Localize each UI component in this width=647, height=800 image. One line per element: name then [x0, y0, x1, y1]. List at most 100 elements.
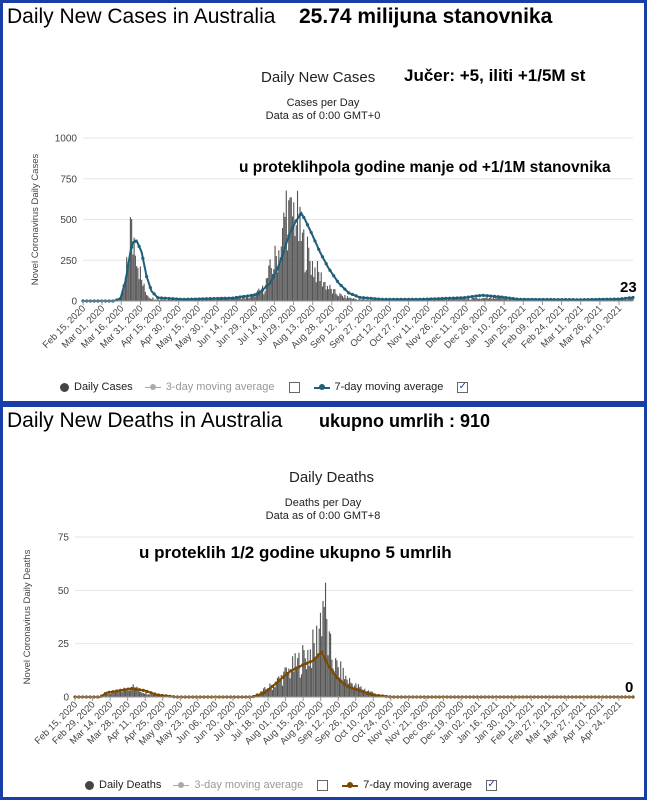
- daily-bar: [491, 298, 493, 301]
- legend-7day-avg[interactable]: 7-day moving average: [342, 779, 472, 791]
- daily-bar: [447, 298, 449, 301]
- moving-average-point: [212, 296, 216, 301]
- daily-bar: [474, 298, 476, 301]
- toggle-7day-checkbox[interactable]: ✓: [486, 779, 498, 791]
- daily-bar: [232, 298, 234, 301]
- moving-average-point: [571, 298, 575, 302]
- moving-average-point: [406, 297, 411, 301]
- daily-bar: [330, 633, 332, 697]
- daily-bar: [356, 687, 358, 697]
- daily-bar: [313, 643, 315, 697]
- daily-bar: [274, 687, 276, 697]
- daily-bar: [255, 292, 257, 301]
- daily-bar: [375, 299, 377, 301]
- y-tick-label: 250: [60, 256, 77, 267]
- legend-3day-avg[interactable]: 3-day moving average: [173, 779, 303, 791]
- daily-bar: [308, 665, 310, 697]
- toggle-7day-checkbox[interactable]: ✓: [457, 381, 469, 393]
- moving-average-point: [575, 298, 579, 302]
- daily-bar: [204, 299, 206, 301]
- daily-bar: [429, 299, 431, 301]
- deaths-chart-subtitle: Deaths per Day Data as of 0:00 GMT+8: [243, 497, 403, 523]
- legend-7day-avg[interactable]: 7-day moving average: [313, 381, 443, 393]
- daily-bar: [121, 692, 123, 697]
- daily-bar: [328, 631, 330, 697]
- daily-bar: [119, 691, 122, 697]
- daily-bar: [506, 298, 508, 301]
- legend-daily-deaths-label: Daily Deaths: [99, 779, 162, 791]
- daily-bar: [410, 299, 412, 301]
- daily-bar: [270, 268, 272, 301]
- daily-bar: [627, 298, 629, 301]
- legend-daily-cases[interactable]: Daily Cases: [60, 381, 133, 393]
- daily-bar: [127, 690, 129, 697]
- daily-bar: [273, 684, 275, 697]
- daily-bar: [436, 299, 438, 301]
- legend-daily-deaths[interactable]: Daily Deaths: [85, 779, 161, 791]
- y-tick-label: 75: [58, 533, 70, 544]
- moving-average-point: [145, 274, 149, 279]
- daily-bar: [455, 298, 457, 301]
- daily-bar: [247, 296, 249, 301]
- daily-bar: [138, 691, 141, 697]
- daily-bar: [259, 290, 261, 301]
- moving-average-point: [369, 692, 373, 697]
- daily-bar: [131, 219, 133, 301]
- daily-bar: [164, 299, 166, 301]
- daily-bar: [144, 693, 146, 697]
- daily-bar: [311, 261, 314, 301]
- moving-average-point: [308, 660, 312, 664]
- moving-average-point: [313, 239, 317, 243]
- daily-bar: [153, 299, 155, 301]
- daily-bar: [281, 228, 284, 301]
- daily-bar: [431, 299, 433, 301]
- y-tick-label: 25: [58, 639, 70, 650]
- daily-bar: [263, 294, 265, 301]
- daily-bar: [358, 299, 360, 301]
- legend-3day-avg[interactable]: 3-day moving average: [144, 381, 275, 393]
- daily-bar: [262, 285, 264, 301]
- moving-average-point: [223, 296, 227, 300]
- moving-average-point: [264, 284, 268, 289]
- daily-bar: [260, 290, 262, 301]
- moving-average-point: [189, 297, 194, 301]
- daily-bar: [178, 299, 180, 301]
- moving-average-point: [204, 297, 209, 301]
- moving-average-point: [137, 688, 142, 692]
- moving-average-point: [451, 296, 456, 300]
- moving-average-point: [608, 297, 613, 301]
- moving-average-point: [377, 693, 381, 698]
- daily-bar: [501, 298, 503, 301]
- daily-bar: [151, 299, 153, 301]
- toggle-3day-checkbox[interactable]: [288, 381, 300, 393]
- daily-bar: [444, 298, 446, 301]
- daily-bar: [138, 279, 140, 301]
- daily-bar: [503, 298, 506, 301]
- moving-average-point: [481, 293, 485, 298]
- moving-average-point: [234, 295, 239, 300]
- legend-3day-label: 3-day moving average: [194, 779, 304, 791]
- daily-bar: [280, 674, 282, 697]
- moving-average-point: [323, 658, 328, 662]
- daily-bar: [477, 298, 479, 301]
- daily-bar: [319, 281, 321, 301]
- daily-bar: [316, 625, 318, 697]
- daily-bar: [340, 661, 342, 697]
- daily-bar: [293, 671, 295, 697]
- daily-bar: [129, 217, 131, 301]
- moving-average-point: [410, 297, 414, 301]
- daily-bar: [270, 685, 272, 697]
- deaths-subtitle-line2: Data as of 0:00 GMT+8: [265, 510, 381, 522]
- daily-bar: [363, 299, 365, 301]
- daily-bar: [320, 272, 322, 301]
- daily-bar: [292, 656, 294, 697]
- toggle-3day-checkbox[interactable]: [317, 779, 329, 791]
- moving-average-point: [549, 297, 553, 302]
- daily-bar: [286, 250, 289, 301]
- moving-average-point: [455, 296, 459, 300]
- daily-bar: [513, 299, 516, 301]
- moving-average-point: [433, 297, 437, 301]
- daily-bar: [168, 299, 170, 301]
- moving-average-point: [122, 688, 126, 692]
- moving-average-point: [631, 295, 635, 300]
